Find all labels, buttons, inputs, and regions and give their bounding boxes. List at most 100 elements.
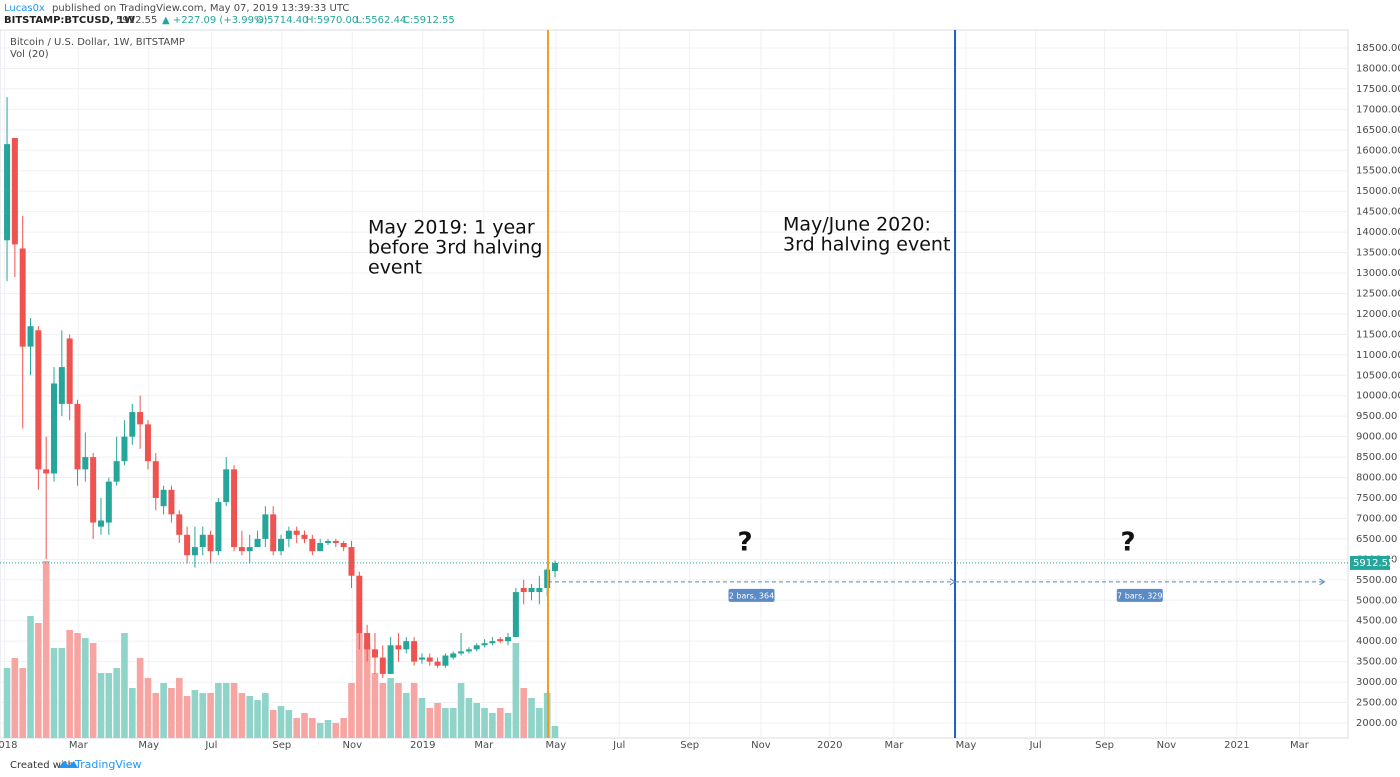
candle-body (434, 661, 441, 666)
candle-body (58, 367, 65, 404)
x-tick-label: Nov (1157, 740, 1177, 751)
y-tick-label: 16500.00 (1356, 125, 1400, 136)
y-tick-label: 4000.00 (1356, 636, 1397, 647)
candle-body (90, 457, 97, 523)
y-tick-label: 10000.00 (1356, 391, 1400, 402)
volume-bar (473, 703, 481, 738)
x-tick-label: Mar (1290, 740, 1310, 751)
y-tick-label: 7500.00 (1356, 493, 1397, 504)
candle-body (51, 383, 58, 474)
volume-bar (207, 693, 214, 738)
volume-bar (175, 678, 183, 738)
volume-bar (183, 696, 191, 738)
y-tick-label: 11000.00 (1356, 350, 1400, 361)
x-tick-label: Sep (1095, 740, 1114, 751)
candle-body (246, 547, 253, 552)
volume-bar (410, 683, 418, 738)
y-tick-label: 2500.00 (1356, 698, 1397, 709)
volume-bar (520, 688, 528, 738)
candle-body (552, 562, 559, 572)
volume-bar (105, 673, 113, 738)
volume-bar (35, 623, 42, 738)
volume-bar (113, 668, 120, 738)
volume-bar (418, 698, 426, 738)
volume-bar (442, 708, 449, 738)
chart-title: Bitcoin / U.S. Dollar, 1W, BITSTAMP (10, 37, 185, 48)
last-price-box (1350, 555, 1390, 570)
volume-bar (551, 726, 559, 738)
volume-bar (449, 708, 457, 738)
y-tick-label: 18000.00 (1356, 63, 1400, 74)
candle-body (528, 587, 535, 593)
volume-bar (496, 708, 504, 738)
x-tick-label: Mar (69, 740, 89, 751)
y-tick-label: 12000.00 (1356, 309, 1400, 320)
volume-bar (489, 713, 496, 738)
candle-body (418, 657, 425, 660)
candle-body (82, 457, 89, 470)
published: published on TradingView.com, May 07, 20… (52, 3, 349, 14)
annotation: May 2019: 1 year (368, 217, 535, 239)
volume-bar (402, 693, 410, 738)
close: C:5912.55 (403, 15, 455, 26)
candle-body (19, 248, 26, 347)
x-tick-label: Sep (272, 740, 291, 751)
volume-bar (66, 630, 73, 738)
volume-bar (269, 710, 277, 738)
candle-body (473, 645, 480, 650)
volume-bar (168, 688, 175, 738)
logo (58, 761, 78, 768)
last: 5912.55 (116, 15, 157, 26)
x-tick-label: Nov (751, 740, 771, 751)
volume-bar (387, 678, 394, 738)
x-tick-label: May (138, 740, 159, 751)
candle-body (176, 514, 183, 535)
measure-arrow (1319, 578, 1326, 586)
annotation: event (368, 257, 422, 279)
volume-bar (3, 668, 11, 738)
y-tick-label: 2000.00 (1356, 718, 1397, 729)
volume-bar (254, 700, 261, 738)
candle-body (4, 144, 11, 241)
candle-body (270, 514, 277, 552)
measure-box (728, 588, 775, 602)
volume-bar (97, 673, 105, 738)
volume-bar (465, 698, 473, 738)
volume-bar (160, 683, 167, 738)
candle-body (387, 645, 394, 674)
volume-bar (340, 718, 347, 738)
volume-bar (316, 723, 324, 738)
volume-bar (50, 648, 58, 738)
volume-bar (246, 696, 254, 738)
measure-label: 52 bars, 364d (724, 591, 780, 600)
y-tick-label: 5500.00 (1356, 575, 1397, 586)
candle-body (403, 641, 410, 650)
annotation: ? (737, 528, 752, 558)
candle-body (536, 587, 543, 593)
volume-bar (136, 658, 144, 738)
plot-frame (0, 29, 1349, 739)
volume-bar (481, 708, 488, 738)
y-tick-label: 16000.00 (1356, 145, 1400, 156)
volume-bar (293, 718, 300, 738)
y-tick-label: 3000.00 (1356, 677, 1397, 688)
volume-bar (363, 643, 371, 738)
y-tick-label: 11500.00 (1356, 329, 1400, 340)
candle-body (497, 639, 504, 642)
candle-body (129, 412, 136, 437)
author[interactable]: Lucas0x (4, 3, 45, 14)
candle-body (105, 481, 112, 523)
candle-body (450, 653, 457, 658)
y-tick-label: 9500.00 (1356, 411, 1397, 422)
candle-body (379, 657, 386, 674)
volume-bar (512, 643, 520, 738)
y-tick-label: 13500.00 (1356, 248, 1400, 259)
footer-created: Created with (10, 760, 74, 771)
candle-body (207, 534, 214, 552)
y-tick-label: 13000.00 (1356, 268, 1400, 279)
last-price-label: 5912.55 (1353, 558, 1394, 569)
volume-bar (277, 706, 285, 738)
candle-body (512, 592, 519, 638)
x-tick-label: May (956, 740, 977, 751)
